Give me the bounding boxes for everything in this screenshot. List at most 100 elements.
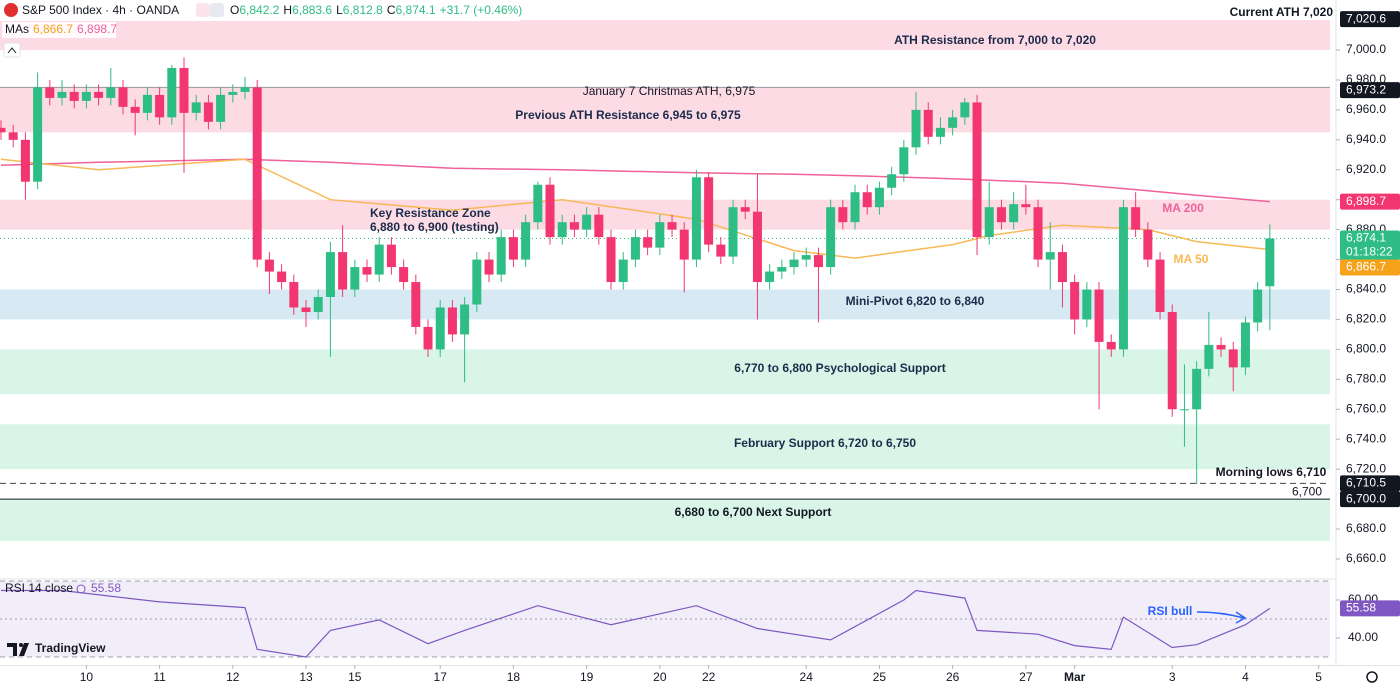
price-badge <box>1340 82 1400 99</box>
candle-body <box>728 207 738 257</box>
candle-body <box>472 259 482 305</box>
candle-body <box>789 259 799 268</box>
candle-body <box>1204 344 1214 369</box>
candle-body <box>57 91 67 98</box>
x-tick-label: 10 <box>80 670 94 684</box>
annotation: MA 200 <box>1162 201 1204 215</box>
price-badge <box>1340 259 1400 276</box>
settings-button[interactable] <box>1366 671 1378 683</box>
candle-body <box>777 267 787 272</box>
price-badge-label: 6,973.2 <box>1346 82 1386 96</box>
rsi-title: RSI 14 close <box>5 581 73 595</box>
levels: 6,700 <box>0 86 1330 500</box>
y-tick-label: 6,680.0 <box>1346 521 1386 535</box>
candle-body <box>33 87 43 182</box>
candle-body <box>460 304 470 335</box>
candle-body <box>1155 259 1165 312</box>
indicator-dot[interactable] <box>210 3 224 17</box>
candle-body <box>679 229 689 260</box>
candle-body <box>1070 282 1080 320</box>
ma-legend: MAs 6,866.7 6,898.7 <box>5 22 117 36</box>
candle-body <box>313 297 323 312</box>
price-badge-label: 6,866.7 <box>1346 260 1386 274</box>
candle-body <box>521 222 531 260</box>
price-badge <box>1340 230 1400 261</box>
price-badge <box>1340 475 1400 492</box>
annotation: 6,880 to 6,900 (testing) <box>370 220 499 234</box>
candle-body <box>752 211 762 283</box>
zones <box>0 20 1330 542</box>
candle-body <box>508 237 518 260</box>
candle-body <box>594 214 604 238</box>
candle-body <box>972 102 982 238</box>
candle-body <box>1240 322 1250 368</box>
candle-body <box>142 94 152 113</box>
x-tick-label: 5 <box>1315 670 1322 684</box>
candle-body <box>850 192 860 223</box>
y-tick-label: 6,920.0 <box>1346 162 1386 176</box>
candle-body <box>81 91 91 101</box>
candle-body <box>155 94 165 118</box>
candle-body <box>618 259 628 283</box>
zone <box>0 424 1330 470</box>
candle-body <box>45 87 55 98</box>
candle-body <box>1021 204 1031 208</box>
x-tick-label: 25 <box>873 670 887 684</box>
y-tick-label: 6,940.0 <box>1346 132 1386 146</box>
collapse-button[interactable] <box>3 42 21 58</box>
candle-body <box>1082 289 1092 320</box>
candle-body <box>264 259 274 272</box>
indicator-dot[interactable] <box>196 3 210 17</box>
arrow <box>1196 611 1247 624</box>
candle-body <box>1033 207 1043 260</box>
x-tick-label: 27 <box>1019 670 1033 684</box>
candle-body <box>667 222 677 230</box>
candle-body <box>1094 289 1104 342</box>
ma-line <box>0 158 1270 203</box>
annotation: ATH Resistance from 7,000 to 7,020 <box>894 33 1096 47</box>
y-tick-label: 6,660.0 <box>1346 551 1386 565</box>
tradingview-logo: TradingView <box>7 641 106 656</box>
candle-body <box>935 127 945 137</box>
ohlc: O6,842.2 H6,883.6 L6,812.8 C6,874.1 +31.7 (+… <box>230 3 522 17</box>
rsi-legend: RSI 14 close 55.58 <box>5 581 121 595</box>
candle-body <box>691 177 701 260</box>
candle-body <box>1057 252 1067 283</box>
candle-body <box>1045 252 1055 260</box>
level-label: 6,700 <box>1292 484 1322 498</box>
candle-body <box>203 102 213 122</box>
candle-body <box>94 91 104 98</box>
y-tick-label: 6,780.0 <box>1346 372 1386 386</box>
candle-body <box>569 222 579 230</box>
annotations: ATH Resistance from 7,000 to 7,020 Janua… <box>370 5 1333 624</box>
annotation: February Support 6,720 to 6,750 <box>734 436 916 450</box>
candle-body <box>301 307 311 312</box>
candle-body <box>289 282 299 308</box>
candle-body <box>984 207 994 238</box>
candle-body <box>1192 368 1202 410</box>
candle-body <box>1179 409 1189 411</box>
x-tick-label: 13 <box>299 670 313 684</box>
candle-body <box>643 237 653 248</box>
candle-body <box>118 87 128 107</box>
candle-body <box>252 87 262 260</box>
candle-body <box>399 267 409 283</box>
candle-body <box>228 91 238 95</box>
candle-body <box>996 207 1006 223</box>
candle-body <box>130 106 140 113</box>
candle-body <box>216 94 226 122</box>
y-tick-label: 6,720.0 <box>1346 461 1386 475</box>
candle-body <box>350 267 360 290</box>
candle-body <box>826 207 836 268</box>
annotation: 6,680 to 6,700 Next Support <box>675 505 832 519</box>
zone <box>0 289 1330 320</box>
candle-body <box>179 67 189 113</box>
price-badge <box>1340 491 1400 508</box>
zone <box>0 20 1330 51</box>
rsi-pane <box>0 578 1400 658</box>
candle-body <box>277 271 287 283</box>
candle-body <box>496 237 506 275</box>
y-tick-label: 6,800.0 <box>1346 342 1386 356</box>
candle-body <box>862 192 872 208</box>
candle-body <box>1143 229 1153 260</box>
